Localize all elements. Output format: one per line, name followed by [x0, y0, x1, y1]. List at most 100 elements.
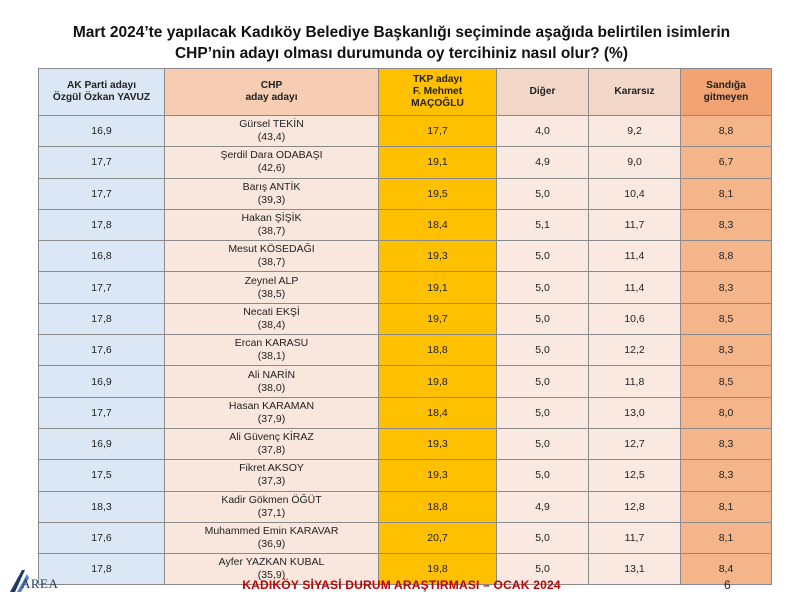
table-row: 17,5 Fikret AKSOY (37,3) 19,3 5,0 12,5 8,3	[38, 459, 772, 492]
cell-tkp: 19,3	[378, 427, 497, 461]
chp-candidate-name: Şerdil Dara ODABAŞI	[220, 149, 323, 162]
cell-kararsiz: 12,2	[588, 334, 681, 367]
cell-chp-candidate: Ali NARİN (38,0)	[164, 365, 379, 398]
chp-candidate-value: (38,5)	[257, 287, 286, 300]
header-kararsiz: Kararsız	[588, 68, 681, 116]
cell-ak-parti: 17,8	[38, 553, 165, 586]
cell-sandiga-gitmeyen: 8,5	[680, 302, 772, 336]
cell-diger: 5,0	[496, 177, 589, 210]
cell-diger: 5,0	[496, 521, 589, 555]
cell-sandiga-gitmeyen: 8,8	[680, 240, 772, 273]
chp-candidate-value: (38,7)	[257, 225, 286, 238]
table-row: 16,8 Mesut KÖSEDAĞI (38,7) 19,3 5,0 11,4 8,8	[38, 240, 772, 273]
area-logo-icon	[10, 570, 29, 592]
chp-candidate-name: Kadir Gökmen ÖĞÜT	[221, 493, 322, 506]
header-ak-parti: AK Parti adayı Özgül Özkan YAVUZ	[38, 68, 165, 116]
cell-sandiga-gitmeyen: 8,1	[680, 490, 772, 523]
cell-tkp: 19,3	[378, 240, 497, 273]
chp-candidate-name: Barış ANTİK	[242, 180, 301, 193]
cell-diger: 5,0	[496, 553, 589, 586]
chp-candidate-name: Hasan KARAMAN	[228, 399, 315, 412]
cell-kararsiz: 11,8	[588, 365, 681, 398]
cell-ak-parti: 17,6	[38, 334, 165, 367]
cell-chp-candidate: Hakan ŞİŞİK (38,7)	[164, 208, 379, 242]
cell-chp-candidate: Şerdil Dara ODABAŞI (42,6)	[164, 146, 379, 179]
table-row: 17,8 Hakan ŞİŞİK (38,7) 18,4 5,1 11,7 8,3	[38, 208, 772, 242]
cell-ak-parti: 17,7	[38, 177, 165, 210]
cell-kararsiz: 13,1	[588, 553, 681, 586]
cell-tkp: 20,7	[378, 521, 497, 555]
cell-chp-candidate: Ercan KARASU (38,1)	[164, 334, 379, 367]
area-logo-text: AREA	[21, 576, 59, 591]
header-chp: CHP aday adayı	[164, 68, 379, 116]
cell-tkp: 19,8	[378, 553, 497, 586]
table-header-row: AK Parti adayı Özgül Özkan YAVUZ CHP ada…	[38, 68, 772, 116]
cell-chp-candidate: Mesut KÖSEDAĞI (38,7)	[164, 240, 379, 273]
cell-ak-parti: 16,9	[38, 427, 165, 461]
cell-kararsiz: 10,4	[588, 177, 681, 210]
cell-sandiga-gitmeyen: 8,1	[680, 177, 772, 210]
cell-sandiga-gitmeyen: 8,8	[680, 114, 772, 148]
cell-diger: 5,0	[496, 271, 589, 304]
cell-tkp: 19,1	[378, 146, 497, 179]
cell-ak-parti: 17,7	[38, 271, 165, 304]
cell-kararsiz: 11,4	[588, 240, 681, 273]
chp-candidate-name: Ayfer YAZKAN KUBAL	[218, 556, 325, 569]
cell-kararsiz: 9,0	[588, 146, 681, 179]
chp-candidate-value: (37,1)	[257, 506, 286, 519]
results-table: AK Parti adayı Özgül Özkan YAVUZ CHP ada…	[38, 68, 772, 586]
chp-candidate-name: Ali NARİN	[247, 368, 296, 381]
chp-candidate-name: Necati EKŞİ	[243, 305, 300, 318]
title-line-1: Mart 2024’te yapılacak Kadıköy Belediye …	[72, 24, 731, 41]
cell-ak-parti: 16,9	[38, 114, 165, 148]
cell-ak-parti: 18,3	[38, 490, 165, 523]
cell-diger: 5,0	[496, 240, 589, 273]
table-row: 16,9 Gürsel TEKİN (43,4) 17,7 4,0 9,2 8,8	[38, 114, 772, 148]
chp-candidate-name: Gürsel TEKİN	[239, 118, 304, 131]
cell-diger: 5,1	[496, 208, 589, 242]
table-row: 17,7 Zeynel ALP (38,5) 19,1 5,0 11,4 8,3	[38, 271, 772, 304]
chp-candidate-value: (37,3)	[257, 475, 286, 488]
cell-kararsiz: 11,4	[588, 271, 681, 304]
cell-tkp: 19,5	[378, 177, 497, 210]
chp-candidate-name: Ali Güvenç KİRAZ	[229, 431, 314, 444]
table-row: 17,6 Muhammed Emin KARAVAR (36,9) 20,7 5,0 11…	[38, 521, 772, 555]
page-number: 6	[724, 578, 731, 592]
table-row: 17,7 Barış ANTİK (39,3) 19,5 5,0 10,4 8,1	[38, 177, 772, 210]
cell-kararsiz: 11,7	[588, 208, 681, 242]
cell-diger: 5,0	[496, 334, 589, 367]
cell-diger: 4,0	[496, 114, 589, 148]
cell-tkp: 19,7	[378, 302, 497, 336]
cell-tkp: 18,8	[378, 490, 497, 523]
table-row: 17,7 Şerdil Dara ODABAŞI (42,6) 19,1 4,9 9,0 6…	[38, 146, 772, 179]
cell-ak-parti: 17,8	[38, 302, 165, 336]
cell-diger: 5,0	[496, 365, 589, 398]
cell-diger: 5,0	[496, 459, 589, 492]
header-diger: Diğer	[496, 68, 589, 116]
cell-kararsiz: 11,7	[588, 521, 681, 555]
cell-tkp: 19,1	[378, 271, 497, 304]
cell-chp-candidate: Barış ANTİK (39,3)	[164, 177, 379, 210]
cell-ak-parti: 16,8	[38, 240, 165, 273]
chp-candidate-value: (42,6)	[257, 162, 286, 175]
chp-candidate-name: Fikret AKSOY	[239, 462, 304, 475]
header-tkp: TKP adayı F. Mehmet MAÇOĞLU	[378, 68, 497, 116]
cell-diger: 5,0	[496, 396, 589, 429]
cell-tkp: 19,3	[378, 459, 497, 492]
cell-ak-parti: 17,8	[38, 208, 165, 242]
cell-sandiga-gitmeyen: 8,3	[680, 208, 772, 242]
cell-diger: 4,9	[496, 146, 589, 179]
cell-kararsiz: 13,0	[588, 396, 681, 429]
chp-candidate-name: Ercan KARASU	[234, 337, 309, 350]
chp-candidate-value: (37,9)	[257, 412, 286, 425]
page-title: Mart 2024’te yapılacak Kadıköy Belediye …	[0, 22, 803, 64]
cell-chp-candidate: Zeynel ALP (38,5)	[164, 271, 379, 304]
cell-chp-candidate: Muhammed Emin KARAVAR (36,9)	[164, 521, 379, 555]
chp-candidate-value: (38,0)	[257, 381, 286, 394]
chp-candidate-name: Zeynel ALP	[244, 274, 299, 287]
table-row: 18,3 Kadir Gökmen ÖĞÜT (37,1) 18,8 4,9 12,8 8,…	[38, 490, 772, 523]
cell-sandiga-gitmeyen: 8,0	[680, 396, 772, 429]
table-row: 16,9 Ali Güvenç KİRAZ (37,8) 19,3 5,0 12,7 8,3	[38, 427, 772, 461]
chp-candidate-value: (39,3)	[257, 193, 286, 206]
table-row: 16,9 Ali NARİN (38,0) 19,8 5,0 11,8 8,5	[38, 365, 772, 398]
